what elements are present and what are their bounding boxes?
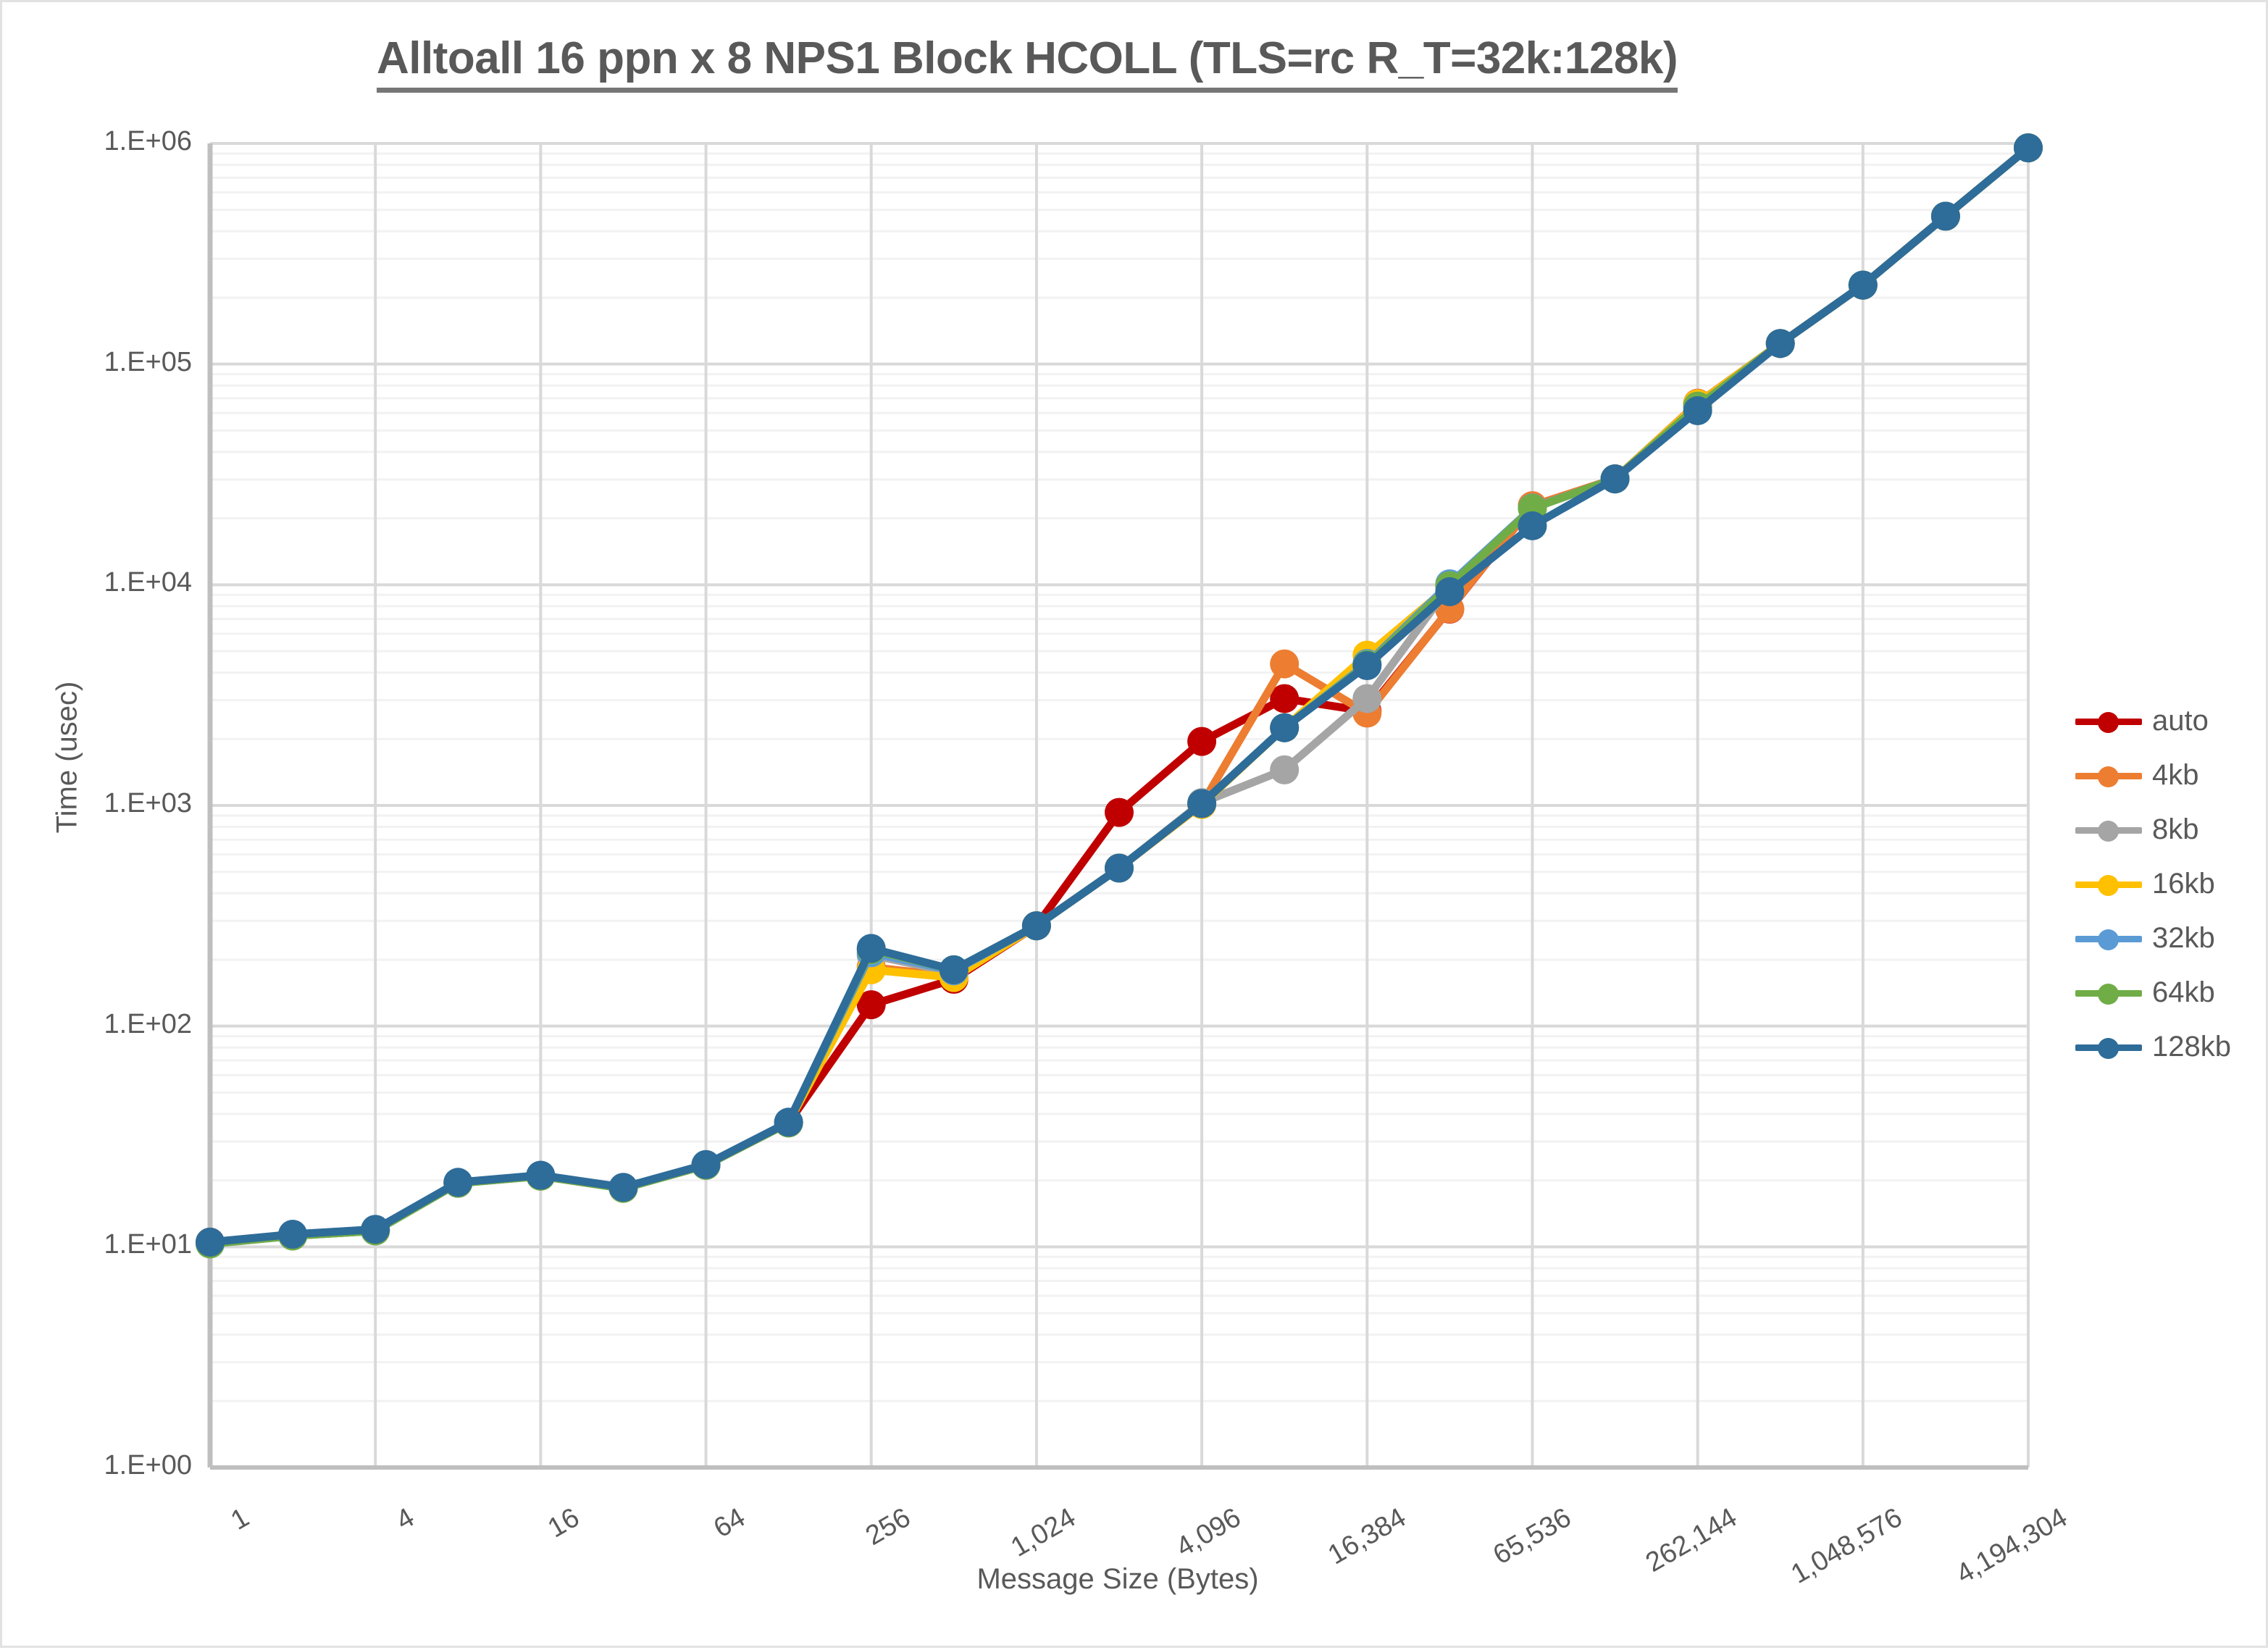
data-point [1270,755,1300,784]
y-tick-label: 1.E+04 [104,567,193,598]
legend-swatch-icon [2075,924,2142,953]
data-point [856,990,886,1020]
legend-label: 128kb [2152,1031,2231,1063]
y-axis-title: Time (usec) [51,681,83,834]
data-point [1270,649,1300,679]
legend-label: 16kb [2152,868,2215,900]
data-point [1930,201,1960,231]
legend-marker-icon [2098,874,2119,896]
data-point [1270,684,1300,713]
legend-label: 32kb [2152,922,2215,954]
y-tick-label: 1.E+05 [104,346,193,377]
data-point [1435,577,1465,606]
legend-swatch-icon [2075,1033,2142,1062]
data-point [196,1227,225,1257]
data-point [1683,395,1712,425]
legend-swatch-icon [2075,870,2142,899]
y-tick-label: 1.E+00 [104,1450,193,1481]
legend-swatch-icon [2075,816,2142,845]
data-point [608,1173,638,1202]
data-point [856,934,886,963]
legend-item-32kb[interactable]: 32kb [2075,911,2231,966]
data-point [1518,511,1547,540]
legend-swatch-icon [2075,707,2142,736]
legend-swatch-icon [2075,979,2142,1008]
data-point [361,1215,390,1244]
data-point [1765,329,1795,359]
data-point [1187,726,1217,756]
legend-marker-icon [2098,766,2119,787]
legend-item-64kb[interactable]: 64kb [2075,966,2231,1020]
legend-item-128kb[interactable]: 128kb [2075,1020,2231,1074]
data-point [774,1107,803,1137]
series-128kb [196,133,2043,1257]
data-point [1105,853,1134,883]
legend-item-auto[interactable]: auto [2075,694,2231,748]
legend-marker-icon [2098,711,2119,733]
data-point [691,1149,721,1179]
legend-label: 64kb [2152,976,2215,1008]
legend-marker-icon [2098,820,2119,842]
data-point [1270,713,1300,742]
y-tick-label: 1.E+02 [104,1008,193,1039]
legend-swatch-icon [2075,761,2142,790]
minor-gridlines [210,152,2028,1402]
chart-legend: auto 4kb 8kb 16kb 32kb 64kb 128kb [2075,694,2231,1074]
data-point [1848,270,1878,300]
data-point [278,1219,308,1249]
y-tick-label: 1.E+03 [104,788,193,818]
legend-label: auto [2152,705,2209,737]
legend-item-4kb[interactable]: 4kb [2075,748,2231,803]
data-point [939,955,968,984]
chart-title-text: Alltoall 16 ppn x 8 NPS1 Block HCOLL (TL… [376,33,1678,93]
data-point [526,1160,556,1190]
data-point [443,1168,473,1197]
data-point [1105,797,1134,827]
legend-marker-icon [2098,983,2119,1005]
y-tick-label: 1.E+01 [104,1229,193,1260]
legend-item-16kb[interactable]: 16kb [2075,857,2231,911]
data-point [2014,133,2043,163]
data-point [1187,789,1217,818]
y-tick-label: 1.E+06 [104,126,193,156]
legend-label: 4kb [2152,759,2199,791]
legend-marker-icon [2098,929,2119,950]
legend-label: 8kb [2152,813,2199,845]
data-point [1352,684,1382,713]
data-point [1600,464,1630,494]
x-axis-title: Message Size (Bytes) [976,1563,1259,1595]
data-point [1352,651,1382,681]
legend-item-8kb[interactable]: 8kb [2075,803,2231,857]
chart-title: Alltoall 16 ppn x 8 NPS1 Block HCOLL (TL… [2,33,2052,93]
data-point [1021,911,1051,941]
legend-marker-icon [2098,1037,2119,1059]
